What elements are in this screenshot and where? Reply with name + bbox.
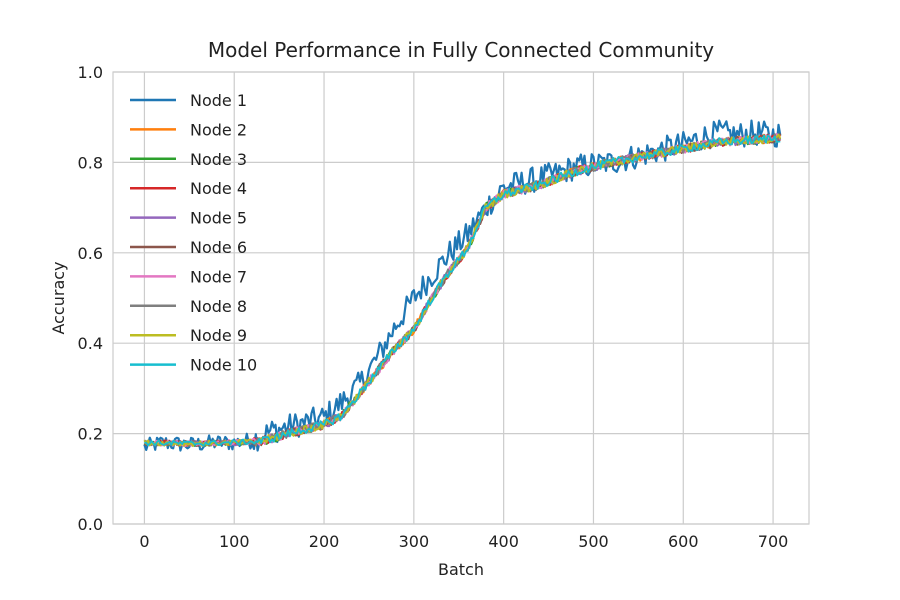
y-axis-label: Accuracy <box>49 261 68 334</box>
legend-label: Node 3 <box>190 150 247 169</box>
legend-label: Node 2 <box>190 120 247 139</box>
y-tick-label: 0.6 <box>78 244 103 263</box>
plot-area <box>112 71 810 525</box>
series-line-node-10 <box>144 134 781 447</box>
series-lines <box>143 119 782 452</box>
y-tick-label: 0.8 <box>78 153 103 172</box>
legend-label: Node 1 <box>190 91 247 110</box>
legend-label: Node 7 <box>190 267 247 286</box>
y-tick-label: 0.0 <box>78 515 103 534</box>
legend-label: Node 5 <box>190 209 247 228</box>
legend-label: Node 8 <box>190 297 247 316</box>
y-tick-label: 0.4 <box>78 334 103 353</box>
legend-label: Node 10 <box>190 356 257 375</box>
x-tick-label: 0 <box>139 532 149 551</box>
legend: Node 1 Node 2 Node 3 Node 4 Node 5 Node 6 Node… <box>130 91 257 375</box>
y-axis-ticks: 0.0 0.2 0.4 0.6 0.8 1.0 <box>78 63 103 534</box>
x-tick-label: 500 <box>578 532 609 551</box>
x-tick-label: 600 <box>668 532 699 551</box>
x-axis-ticks: 0 100 200 300 400 500 600 700 <box>139 532 788 551</box>
x-axis-label: Batch <box>438 560 484 579</box>
plot-border <box>112 71 810 525</box>
x-tick-label: 400 <box>488 532 519 551</box>
y-tick-label: 0.2 <box>78 425 103 444</box>
legend-label: Node 9 <box>190 326 247 345</box>
x-tick-label: 700 <box>758 532 789 551</box>
x-tick-label: 300 <box>399 532 430 551</box>
legend-label: Node 6 <box>190 238 247 257</box>
x-tick-label: 200 <box>309 532 340 551</box>
y-tick-label: 1.0 <box>78 63 103 82</box>
x-tick-label: 100 <box>219 532 250 551</box>
chart-title: Model Performance in Fully Connected Com… <box>208 38 714 62</box>
series-line-node-8 <box>144 133 781 447</box>
legend-label: Node 4 <box>190 179 247 198</box>
